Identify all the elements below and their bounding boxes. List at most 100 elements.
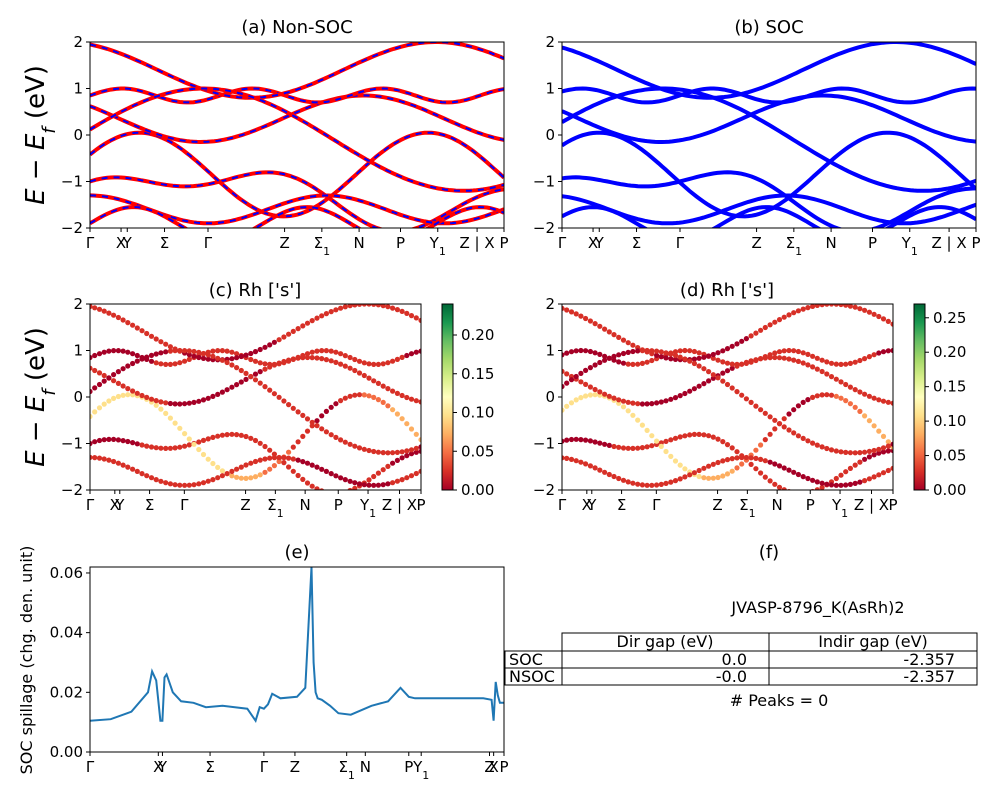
projection-point <box>814 355 820 361</box>
projection-point <box>286 358 292 364</box>
projection-point <box>625 445 631 451</box>
projection-point <box>111 458 117 465</box>
panel-e-xtick-label: Σ1 <box>338 758 354 782</box>
projection-point <box>413 315 419 321</box>
projection-point <box>724 368 731 374</box>
projection-point <box>734 465 740 471</box>
projection-point <box>347 441 353 447</box>
panel-b-xtick-label: P <box>868 234 877 252</box>
projection-point <box>587 365 594 371</box>
panel-c-ytick-label: 2 <box>73 295 83 313</box>
projection-point <box>814 479 820 485</box>
panel-f: (f) JVASP-8796_K(AsRh)2 Dir gap (eV) Ind… <box>504 542 978 710</box>
projection-point <box>795 403 802 409</box>
panel-a-ytick-label: 1 <box>73 80 83 98</box>
projection-point <box>130 351 136 357</box>
projection-point <box>153 351 159 357</box>
projection-point <box>309 483 315 489</box>
projection-point <box>871 423 877 429</box>
projection-point <box>219 473 225 479</box>
projection-point <box>710 461 716 467</box>
projection-point <box>862 456 868 462</box>
projection-point <box>706 433 712 439</box>
projection-point <box>120 366 126 372</box>
projection-point <box>276 361 282 367</box>
projection-point <box>210 477 216 483</box>
projection-point <box>819 484 825 490</box>
projection-point <box>371 304 377 307</box>
projection-point <box>833 361 839 367</box>
projection-point <box>356 445 363 451</box>
projection-point <box>271 361 277 367</box>
projection-point <box>290 405 296 411</box>
projection-point <box>361 360 367 366</box>
projection-point <box>776 463 783 469</box>
projection-point <box>309 355 315 361</box>
projection-point <box>814 442 820 448</box>
projection-point <box>271 339 277 345</box>
panel-d-ytick-label: −2 <box>533 481 555 499</box>
projection-point <box>158 445 164 451</box>
projection-point <box>361 372 367 379</box>
projection-point <box>885 318 891 324</box>
projection-point <box>606 355 612 361</box>
projection-point <box>824 392 830 398</box>
projection-point <box>620 350 627 357</box>
panel-c-ytick-label: 0 <box>73 388 83 406</box>
projection-point <box>144 330 150 337</box>
projection-point <box>890 347 893 354</box>
projection-point <box>90 440 93 447</box>
projection-point <box>200 350 207 357</box>
projection-point <box>720 439 726 445</box>
projection-point <box>828 482 835 488</box>
projection-point <box>682 466 688 472</box>
projection-point <box>380 304 386 309</box>
projection-point <box>658 481 664 487</box>
projection-point <box>890 441 893 447</box>
projection-point <box>96 370 103 376</box>
projection-point <box>101 349 107 355</box>
projection-point <box>772 426 778 432</box>
projection-point <box>144 473 150 479</box>
projection-point <box>172 482 178 488</box>
projection-point <box>602 441 608 447</box>
projection-point <box>635 401 641 407</box>
projection-point <box>257 457 263 463</box>
projection-point <box>342 439 348 445</box>
panel-e-xtick-label: Σ <box>205 758 214 776</box>
projection-point <box>843 304 849 308</box>
projection-point <box>786 411 792 417</box>
projection-point <box>139 392 145 399</box>
projection-point <box>342 363 348 369</box>
projection-point <box>635 361 641 367</box>
projection-point <box>620 445 627 451</box>
projection-point <box>573 436 579 442</box>
projection-point <box>314 355 320 361</box>
projection-point <box>215 348 221 354</box>
projection-point <box>205 478 211 484</box>
projection-point <box>257 440 263 446</box>
panel-c-xtick-label: Σ1 <box>267 496 283 520</box>
projection-point <box>234 382 240 388</box>
colorbar-tick-label: 0.25 <box>933 309 966 327</box>
projection-point <box>314 348 320 354</box>
projection-point <box>238 367 244 374</box>
projection-point <box>356 358 363 364</box>
projection-point <box>639 360 646 366</box>
projection-point <box>838 379 844 385</box>
projection-point <box>219 432 225 438</box>
projection-point <box>418 399 421 405</box>
panel-c-xtick-label: Y1 <box>359 496 376 520</box>
projection-point <box>611 395 617 401</box>
table-row-soc-indir: -2.357 <box>903 650 955 669</box>
projection-point <box>153 398 159 404</box>
projection-point <box>130 322 136 328</box>
projection-point <box>762 437 768 443</box>
projection-point <box>328 432 334 438</box>
projection-point <box>838 482 844 488</box>
panel-c-xtick-label: Γ <box>180 496 189 514</box>
projection-point <box>153 445 159 451</box>
projection-point <box>862 413 868 419</box>
projection-point <box>880 470 887 476</box>
projection-point <box>753 447 759 453</box>
